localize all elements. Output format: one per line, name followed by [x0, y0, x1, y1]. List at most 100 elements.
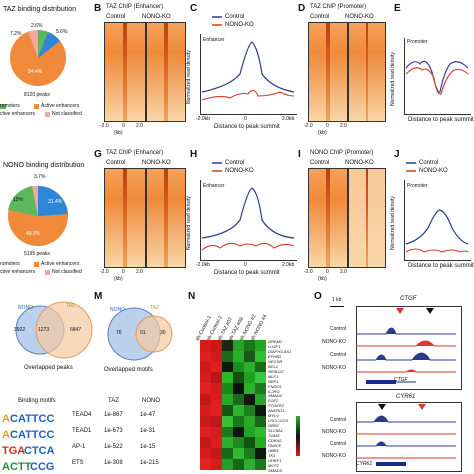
heatmap-d-nonoko — [348, 22, 386, 122]
svg-text:A: A — [2, 413, 10, 425]
venn-m-nono: NONO — [110, 307, 125, 313]
legend-f-swatch2 — [45, 270, 50, 275]
heatmap-n-colorbar — [296, 416, 300, 456]
legend-j-nonoko: NONO-KO — [419, 168, 448, 174]
curves-h — [201, 187, 295, 251]
region-h: Enhancer — [203, 183, 225, 189]
xlabel-j: Distance to peak summit — [408, 263, 474, 269]
legend-swatch-promoters — [0, 104, 6, 109]
venn-l-nono: NONO — [18, 305, 33, 311]
panel-o-letter: O — [314, 291, 322, 302]
tick-i-unit: (kb) — [318, 276, 327, 282]
gene-label: UHRF1 — [268, 457, 282, 463]
legend-a-2: Active enhancers — [41, 103, 80, 109]
heatmap-n-columns: sh-Control-1 sh-Control-2 sh-TAZ #07 sh-… — [195, 282, 300, 342]
venn-l-left: 3922 — [14, 327, 26, 333]
curves-c — [201, 41, 295, 101]
track-6-label: NONO-KO — [322, 429, 346, 435]
tick-d-2: 0 — [326, 123, 329, 129]
legend-f-1: romoters — [0, 261, 20, 267]
gene-label: CDKN2 — [268, 438, 282, 444]
motif-row-2-nono: 1e-31 — [140, 428, 156, 434]
venn-l-right: 6847 — [70, 327, 82, 333]
motif-row-3-taz: 1e-522 — [104, 444, 123, 450]
gene-label: NR5D1Z — [268, 368, 284, 374]
legend-j-control: Control — [419, 160, 439, 166]
track-box-ctgf — [356, 306, 462, 390]
gene-label: MYL9 — [268, 413, 279, 419]
gene-label: NRP1 — [268, 378, 279, 384]
motif-header-3: NONO — [142, 398, 160, 404]
gene-label: BCL2 — [268, 363, 279, 369]
gene-label: PTGER2 — [268, 403, 285, 409]
legend-h-control: Control — [225, 160, 245, 166]
ylabel-c: Normalized read density — [186, 50, 192, 104]
heatmap-n-genes: GREM2 LUZP1 DIAPH3-AS1 EPHB1 NECDR BCL2 … — [268, 340, 308, 474]
legend-h-nonoko: NONO-KO — [225, 168, 254, 174]
panel-g-letter: G — [94, 149, 102, 160]
pie-f-pct-big: 49.9% — [26, 231, 41, 237]
tick-g-2: 0 — [122, 269, 125, 275]
region-e: Promoter — [407, 39, 428, 45]
motif-row-1-taz: 1e-867 — [104, 412, 123, 418]
panel-f-title: NONO binding distribution — [3, 162, 85, 169]
track-2-label: NONO-KO — [322, 339, 346, 345]
panel-g-col1: Control — [106, 160, 126, 166]
motif-row-4-taz: 1e-308 — [104, 460, 123, 466]
track-4-label: NONO-KO — [322, 365, 346, 371]
motif-row-4-nono: 1e-215 — [140, 460, 159, 466]
tick-b-2: 0 — [122, 123, 125, 129]
panel-e-letter: E — [394, 3, 401, 14]
heatmap-b-nonoko — [146, 22, 186, 122]
tracks-cyr61 — [356, 404, 456, 466]
motif-header-1: Binding motifs — [18, 398, 56, 404]
motif-row-4-name: ETS — [72, 460, 84, 466]
gene-label: GBR1 — [268, 447, 279, 453]
region-j: Promoter — [407, 183, 428, 189]
motif-row-2-taz: 1e-673 — [104, 428, 123, 434]
tick-b-1: -2.0 — [100, 123, 109, 129]
panel-b-title: TAZ ChIP (Enhancer) — [106, 4, 164, 10]
gene-label: GREM2 — [268, 340, 283, 344]
gene-label: SLC9A1 — [268, 428, 283, 434]
tick-c-1: -2.0kb — [196, 116, 210, 122]
gene-label: MCF2 — [268, 462, 279, 468]
heatmap-i-control — [308, 168, 348, 268]
pie-chart-nono — [8, 185, 68, 246]
legend-c-control: Control — [225, 14, 245, 20]
scale-bar-label: 1 kb — [332, 297, 342, 303]
panel-j-letter: J — [394, 149, 400, 160]
track-8-label: NONO-KO — [322, 453, 346, 459]
pie-a-count: 8120 peaks — [24, 92, 50, 98]
venn-m-left: 76 — [116, 330, 122, 336]
legend-a-3: ctive enhancers — [0, 111, 36, 117]
gene-label: FANCE — [268, 443, 282, 449]
svg-text:A: A — [2, 429, 10, 441]
tick-b-3: 2.0 — [136, 123, 143, 129]
tick-g-unit: (kb) — [114, 276, 123, 282]
plot-h — [200, 180, 297, 261]
panel-g-title: TAZ ChIP (Enhancer) — [106, 150, 164, 156]
curves-j — [405, 209, 469, 253]
venn-peaks — [15, 301, 93, 359]
track-1-label: Control — [330, 326, 347, 332]
svg-text:CCG: CCG — [30, 461, 54, 473]
tick-i-3: 2.0 — [340, 269, 347, 275]
svg-text:CATTCC: CATTCC — [10, 413, 54, 425]
legend-f-3: ctive enhancers — [0, 269, 36, 275]
track-7-label: Control — [330, 441, 347, 447]
curves-e — [405, 60, 469, 95]
pie-a-pct-top: 2.6% — [31, 23, 43, 29]
heatmap-n-grid — [200, 340, 266, 470]
xlabel-e: Distance to peak summit — [408, 117, 474, 123]
panel-n-letter: N — [188, 291, 196, 302]
pie-f-pct-left: 15% — [13, 197, 24, 203]
track-5-label: Control — [330, 417, 347, 423]
pie-a-pct-small1: 7.2% — [10, 31, 22, 37]
gene-label: EPHB1 — [268, 353, 282, 359]
gene-label: TGMS — [268, 433, 280, 439]
svg-text:CTCA: CTCA — [24, 445, 55, 457]
panel-b-letter: B — [94, 3, 102, 14]
scale-bar — [330, 306, 344, 307]
pie-a-pct-small2: 5.6% — [56, 29, 68, 35]
